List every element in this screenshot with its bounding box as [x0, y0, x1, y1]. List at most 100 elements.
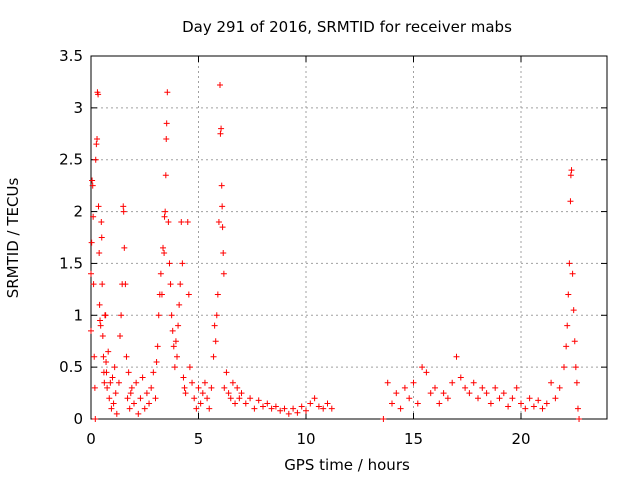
- data-point-marker: [406, 395, 413, 402]
- data-point-marker: [564, 322, 571, 329]
- data-point-marker: [120, 208, 127, 215]
- data-point-marker: [155, 312, 162, 319]
- y-axis-label: SRMTID / TECUs: [4, 178, 22, 299]
- data-point-marker: [567, 198, 574, 205]
- data-point-marker: [92, 416, 99, 422]
- data-point-marker: [432, 384, 438, 391]
- data-point-marker: [324, 400, 331, 407]
- data-point-marker: [204, 395, 211, 402]
- data-point-marker: [96, 301, 103, 308]
- data-point-marker: [449, 379, 456, 386]
- data-point-marker: [161, 213, 168, 220]
- data-point-marker: [315, 403, 322, 410]
- data-point-marker: [169, 327, 176, 334]
- data-point-marker: [97, 322, 104, 329]
- data-point-marker: [311, 395, 318, 402]
- y-tick-label: 0: [73, 410, 83, 428]
- data-point-marker: [185, 291, 192, 298]
- data-point-marker: [153, 358, 160, 365]
- data-point-marker: [108, 405, 115, 412]
- data-point-marker: [277, 407, 284, 414]
- data-point-marker: [260, 403, 266, 410]
- data-point-marker: [165, 218, 172, 225]
- data-point-marker: [247, 395, 254, 402]
- data-point-marker: [214, 291, 221, 298]
- data-point-marker: [180, 374, 187, 381]
- data-point-marker: [255, 397, 262, 404]
- data-point-marker: [164, 89, 171, 96]
- data-point-marker: [123, 353, 130, 360]
- data-point-marker: [217, 130, 224, 137]
- data-point-marker: [526, 395, 533, 402]
- data-point-marker: [107, 379, 114, 386]
- data-point-marker: [106, 395, 113, 402]
- data-point-marker: [174, 353, 180, 360]
- data-point-marker: [215, 218, 222, 225]
- data-point-marker: [197, 400, 204, 407]
- data-point-marker: [172, 338, 179, 345]
- data-point-marker: [483, 390, 490, 397]
- data-point-marker: [90, 281, 97, 288]
- data-point-marker: [466, 390, 473, 397]
- data-point-marker: [121, 244, 128, 251]
- data-point-marker: [101, 379, 108, 386]
- data-point-marker: [500, 390, 507, 397]
- data-point-marker: [201, 379, 208, 386]
- data-point-marker: [229, 379, 236, 386]
- data-point-marker: [127, 390, 134, 397]
- data-point-marker: [210, 353, 217, 360]
- data-point-marker: [272, 403, 279, 410]
- data-point-marker: [191, 395, 198, 402]
- data-point-marker: [444, 395, 451, 402]
- data-point-marker: [264, 400, 271, 407]
- data-point-marker: [419, 364, 426, 371]
- data-point-marker: [218, 125, 225, 132]
- data-point-marker: [91, 353, 98, 360]
- data-point-marker: [181, 384, 188, 391]
- data-point-marker: [154, 343, 161, 350]
- data-point-marker: [146, 400, 153, 407]
- data-point-marker: [103, 358, 110, 365]
- data-point-marker: [211, 322, 218, 329]
- data-point-marker: [133, 379, 140, 386]
- chart-title: Day 291 of 2016, SRMTID for receiver mab…: [182, 18, 512, 36]
- data-point-marker: [574, 405, 581, 412]
- data-point-marker: [162, 172, 169, 179]
- data-point-marker: [566, 260, 573, 267]
- data-point-marker: [167, 281, 174, 288]
- data-point-marker: [135, 410, 142, 417]
- data-point-marker: [221, 384, 228, 391]
- data-point-marker: [242, 400, 249, 407]
- data-point-marker: [220, 250, 227, 257]
- data-point-marker: [103, 369, 110, 376]
- data-point-marker: [513, 384, 520, 391]
- data-point-marker: [195, 384, 202, 391]
- data-point-marker: [150, 369, 157, 376]
- data-point-marker: [158, 291, 165, 298]
- data-point-marker: [307, 400, 314, 407]
- data-point-marker: [217, 82, 223, 89]
- data-point-marker: [563, 343, 570, 350]
- data-point-marker: [166, 260, 173, 267]
- data-point-marker: [122, 281, 129, 288]
- y-tick-label: 3: [73, 99, 83, 117]
- y-tick-label: 2.5: [59, 151, 83, 169]
- data-point-marker: [168, 312, 175, 319]
- data-point-marker: [505, 403, 512, 410]
- data-point-marker: [393, 390, 400, 397]
- data-point-marker: [88, 270, 94, 277]
- data-point-marker: [320, 405, 327, 412]
- data-point-marker: [131, 400, 137, 407]
- x-tick-label: 0: [86, 430, 96, 448]
- data-point-marker: [99, 281, 106, 288]
- data-point-marker: [120, 203, 127, 210]
- x-tick-label: 15: [404, 430, 423, 448]
- data-point-marker: [223, 369, 230, 376]
- data-point-marker: [436, 400, 443, 407]
- x-axis-label: GPS time / hours: [284, 456, 410, 474]
- data-point-marker: [453, 353, 460, 360]
- data-point-marker: [268, 405, 275, 412]
- data-point-marker: [128, 384, 135, 391]
- data-point-marker: [94, 135, 101, 142]
- tick-labels: 0 5 10 15 20 0 0.5 1 1.5 2 2.5 3 3.5: [59, 47, 530, 448]
